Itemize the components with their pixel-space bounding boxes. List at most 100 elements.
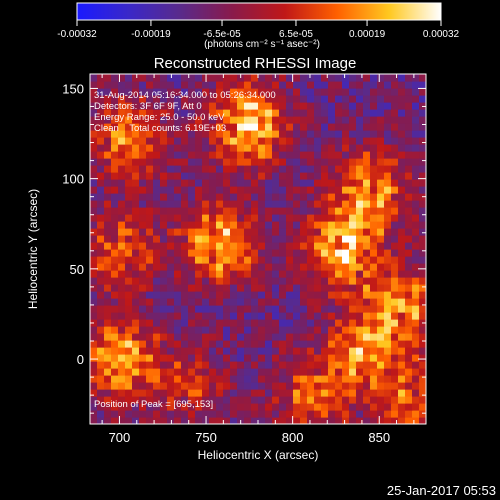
heatmap-cell	[272, 305, 280, 313]
heatmap-cell	[405, 88, 413, 96]
heatmap-cell	[279, 347, 287, 355]
heatmap-cell	[174, 361, 182, 369]
heatmap-cell	[398, 228, 406, 236]
heatmap-cell	[97, 165, 105, 173]
heatmap-cell	[342, 186, 350, 194]
heatmap-cell	[97, 200, 105, 208]
heatmap-cell	[188, 417, 196, 424]
heatmap-cell	[244, 81, 252, 89]
heatmap-cell	[160, 144, 168, 152]
heatmap-cell	[391, 179, 399, 187]
heatmap-cell	[314, 270, 322, 278]
heatmap-cell	[384, 95, 392, 103]
heatmap-cell	[419, 291, 426, 299]
heatmap-cell	[188, 74, 196, 82]
heatmap-cell	[125, 417, 133, 424]
heatmap-cell	[104, 179, 112, 187]
heatmap-cell	[195, 228, 203, 236]
heatmap-cell	[377, 284, 385, 292]
heatmap-cell	[307, 88, 315, 96]
heatmap-cell	[146, 172, 154, 180]
heatmap-cell	[139, 95, 147, 103]
heatmap-cell	[398, 319, 406, 327]
heatmap-cell	[251, 200, 259, 208]
heatmap-cell	[398, 347, 406, 355]
heatmap-cell	[216, 263, 224, 271]
heatmap-cell	[265, 347, 273, 355]
heatmap-cell	[209, 165, 217, 173]
heatmap-cell	[293, 403, 301, 411]
heatmap-cell	[125, 396, 133, 404]
heatmap-cell	[314, 347, 322, 355]
heatmap-cell	[321, 270, 329, 278]
heatmap-cell	[230, 221, 238, 229]
heatmap-cell	[132, 123, 140, 131]
heatmap-cell	[90, 158, 98, 166]
heatmap-cell	[251, 214, 259, 222]
heatmap-cell	[104, 270, 112, 278]
heatmap-cell	[104, 144, 112, 152]
heatmap-cell	[335, 221, 343, 229]
heatmap-cell	[244, 116, 252, 124]
heatmap-cell	[118, 389, 126, 397]
heatmap-cell	[160, 228, 168, 236]
heatmap-cell	[300, 410, 308, 418]
heatmap-cell	[160, 165, 168, 173]
heatmap-cell	[342, 354, 350, 362]
heatmap-cell	[223, 368, 231, 376]
heatmap-cell	[216, 256, 224, 264]
heatmap-cell	[258, 312, 266, 320]
heatmap-cell	[237, 165, 245, 173]
heatmap-cell	[258, 298, 266, 306]
heatmap-cell	[209, 382, 217, 390]
heatmap-cell	[174, 417, 182, 424]
heatmap-cell	[370, 109, 378, 117]
heatmap-cell	[125, 102, 133, 110]
heatmap-cell	[335, 354, 343, 362]
heatmap-cell	[335, 179, 343, 187]
heatmap-cell	[398, 417, 406, 424]
heatmap-cell	[195, 95, 203, 103]
heatmap-cell	[377, 256, 385, 264]
heatmap-cell	[160, 305, 168, 313]
heatmap-cell	[314, 200, 322, 208]
heatmap-cell	[202, 347, 210, 355]
heatmap-cell	[195, 221, 203, 229]
heatmap-cell	[111, 249, 119, 257]
heatmap-cell	[97, 228, 105, 236]
heatmap-cell	[216, 277, 224, 285]
heatmap-cell	[188, 277, 196, 285]
heatmap-cell	[90, 74, 98, 82]
heatmap-cell	[265, 263, 273, 271]
heatmap-cell	[146, 354, 154, 362]
heatmap-cell	[174, 389, 182, 397]
heatmap-cell	[314, 298, 322, 306]
heatmap-cell	[272, 172, 280, 180]
heatmap-cell	[349, 158, 357, 166]
heatmap-cell	[279, 158, 287, 166]
heatmap-cell	[398, 235, 406, 243]
heatmap-cell	[195, 151, 203, 159]
heatmap-cell	[328, 277, 336, 285]
heatmap-cell	[237, 396, 245, 404]
heatmap-cell	[97, 312, 105, 320]
heatmap-cell	[398, 179, 406, 187]
heatmap-cell	[160, 256, 168, 264]
heatmap-cell	[230, 116, 238, 124]
heatmap-cell	[265, 410, 273, 418]
heatmap-cell	[412, 116, 420, 124]
heatmap-cell	[370, 326, 378, 334]
heatmap-cell	[195, 235, 203, 243]
heatmap-cell	[223, 319, 231, 327]
heatmap-cell	[181, 410, 189, 418]
heatmap-cell	[293, 417, 301, 424]
heatmap-cell	[412, 74, 420, 82]
heatmap-cell	[398, 193, 406, 201]
colorbar-tick-label: -0.00032	[57, 29, 97, 40]
heatmap-cell	[237, 382, 245, 390]
heatmap-cell	[279, 284, 287, 292]
heatmap-cell	[335, 165, 343, 173]
heatmap-cell	[307, 375, 315, 383]
heatmap-cell	[258, 375, 266, 383]
heatmap-cell	[405, 144, 413, 152]
